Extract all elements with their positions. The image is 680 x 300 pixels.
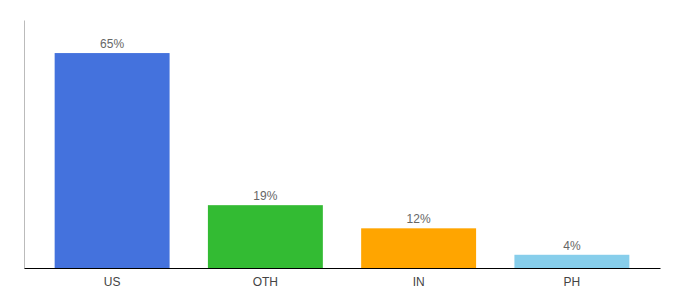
x-tick: US [104, 275, 121, 289]
data-label: 12% [407, 212, 431, 226]
data-labels: 65% 19% 12% 4% [100, 37, 581, 253]
x-tick-label: OTH [253, 275, 278, 289]
bar [55, 53, 170, 268]
chart: US OTH IN PH 65% 19% 12% 4% [0, 0, 680, 300]
bars [55, 53, 630, 268]
x-tick: OTH [253, 275, 278, 289]
bar [361, 228, 476, 268]
x-tick: PH [564, 275, 581, 289]
x-tick-label: US [104, 275, 121, 289]
x-axis-line [25, 268, 661, 269]
x-tick-label: IN [413, 275, 425, 289]
x-tick: IN [413, 275, 425, 289]
data-label: 65% [100, 37, 124, 51]
data-label: 4% [563, 239, 581, 253]
bar [208, 205, 323, 268]
bar [514, 255, 629, 268]
x-tick-label: PH [564, 275, 581, 289]
x-axis: US OTH IN PH [25, 269, 661, 289]
data-label: 19% [253, 189, 277, 203]
plot: US OTH IN PH 65% 19% 12% 4% [25, 21, 661, 289]
y-axis-line [24, 21, 25, 269]
y-axis [24, 21, 25, 269]
